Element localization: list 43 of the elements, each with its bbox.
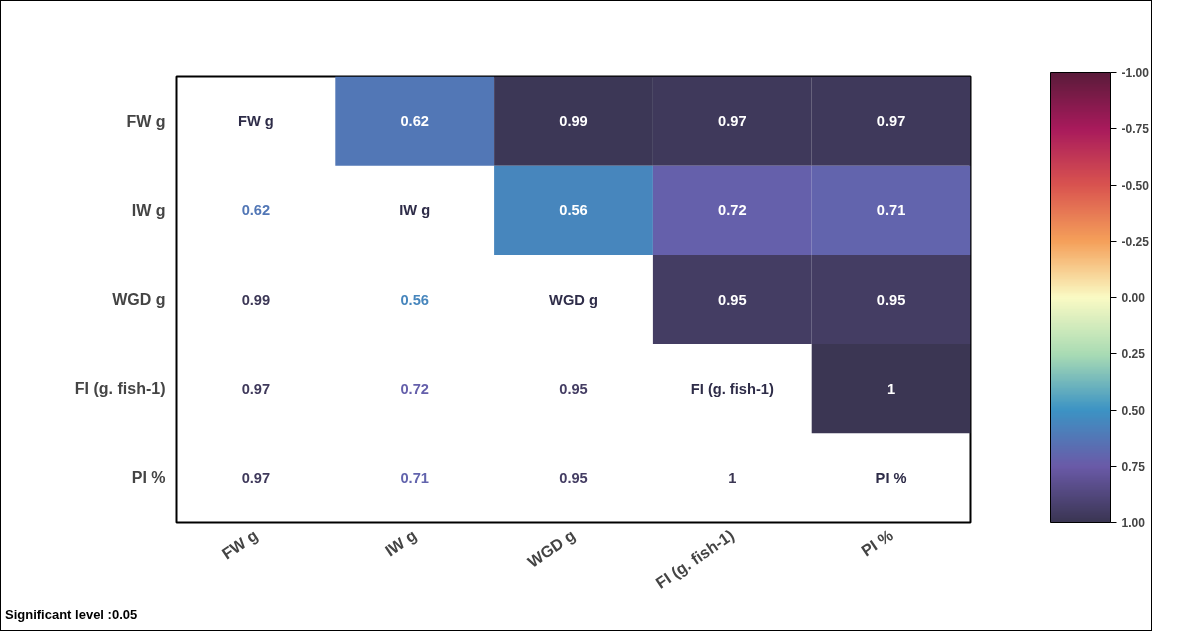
text: 0.62 [241, 202, 271, 219]
x-tick-label: IW g [382, 526, 420, 560]
text: 0.97 [241, 469, 271, 486]
color-bar-label: -0.75 [1121, 122, 1150, 137]
text: 1 [728, 469, 737, 486]
text: WGD g [549, 291, 598, 308]
y-tick-label: FI (g. fish-1) [74, 380, 166, 398]
color-bar-label: -0.25 [1121, 234, 1150, 249]
text: 0.97 [241, 380, 271, 397]
text: 0.99 [241, 291, 271, 308]
y-tick-label: FW g [126, 112, 166, 130]
data-label: 0.62 [400, 113, 429, 130]
color-bar-label: 0.00 [1121, 291, 1146, 305]
data-label: 0.56 [559, 202, 588, 219]
data-label: 0.97 [876, 113, 906, 130]
text: 0.95 [559, 380, 588, 397]
data-label: 0.99 [559, 113, 588, 130]
text: 0.71 [400, 469, 429, 486]
y-tick-label: WGD g [112, 291, 166, 308]
data-label: 1 [887, 380, 896, 397]
color-bar-label: 1.00 [1121, 516, 1146, 530]
x-tick-label: PI % [858, 526, 896, 560]
color-bar-label: 0.75 [1121, 459, 1146, 474]
data-label: 0.95 [718, 291, 747, 308]
text: IW g [399, 202, 431, 219]
y-tick-label: IW g [131, 201, 166, 219]
text: 0.56 [400, 291, 429, 308]
data-label: 0.72 [718, 202, 747, 219]
color-bar-label: -0.50 [1121, 178, 1150, 193]
color-bar-label: 0.50 [1121, 403, 1146, 418]
text: FI (g. fish-1) [690, 380, 774, 397]
x-tick-label: FW g [218, 526, 261, 563]
data-label: 0.71 [876, 202, 906, 219]
text: 0.72 [400, 380, 429, 397]
color-bar-label: -1.00 [1121, 66, 1150, 80]
color-bar-label: 0.25 [1121, 347, 1146, 362]
data-label: 0.97 [718, 113, 747, 130]
text: Significant level :0.05 [5, 606, 138, 624]
y-tick-label: PI % [131, 469, 166, 487]
data-label: 0.95 [876, 291, 906, 308]
text: 0.95 [559, 469, 588, 486]
text: PI % [875, 469, 907, 486]
text: FW g [237, 113, 274, 130]
